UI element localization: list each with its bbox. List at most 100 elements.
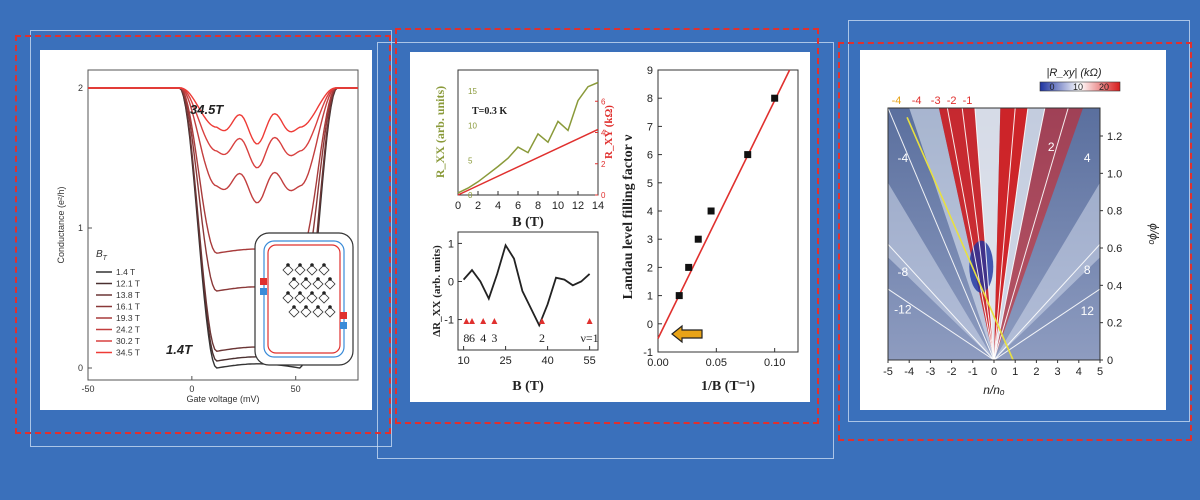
frame-left: [30, 30, 392, 447]
filling-label: 8: [463, 331, 469, 345]
panel-hofstadter: |R_xy| (kΩ) 0 10 20 -4 -4 -3 -2 -1 -5 -4 -3 -2 -1 0…: [860, 50, 1166, 410]
x-tick-label: 0.10: [764, 357, 785, 369]
x-tick-label: -1: [968, 366, 978, 378]
conductance-series: [88, 87, 358, 169]
y-tick-label: 0: [647, 319, 653, 331]
legend-title: BT: [96, 249, 108, 262]
dotted-border-left: [15, 35, 391, 434]
filling-factor-axis-label: Landau level filling factor ν: [621, 134, 636, 299]
filling-label: 2: [539, 331, 545, 345]
right-chart-frame: [657, 69, 799, 353]
conductance-series: [88, 87, 358, 145]
top-filling-label: -4: [912, 95, 922, 107]
filling-label: 6: [469, 331, 475, 345]
y-tick-label: 3: [647, 234, 653, 246]
legend-entries: 1.4 T 12.1 T13.8 T 16.1 T19.3 T 24.2 T30.2 …: [96, 267, 140, 358]
frame-middle: [377, 42, 834, 459]
data-point: [744, 151, 752, 159]
x-tick-label: 10: [552, 200, 564, 212]
y-tick-label: 1: [448, 238, 454, 250]
x-tick-label: -4: [904, 366, 914, 378]
x-tick-label: 2: [1033, 366, 1039, 378]
filling-marker: [463, 318, 470, 324]
x-tick-label: -2: [947, 366, 957, 378]
y-tick-label: 1.2: [1107, 131, 1122, 143]
y-tick-label: -1: [444, 315, 454, 327]
legend-label: 16.1 T: [116, 302, 140, 312]
heatmap-ticks: -5 -4 -3 -2 -1 0 1 2 3 4 500.20.40.60.81.01.2: [883, 131, 1122, 378]
rxy-axis-label: R_XY (kΩ): [603, 105, 615, 159]
inverse-b-axis-label: 1/B (T⁻¹): [701, 379, 755, 394]
y-left-tick-label: 10: [468, 122, 477, 131]
panel-conductance: Conductance (e²/h) Gate voltage (mV) -50…: [40, 50, 372, 410]
x-tick-label: 50: [291, 384, 301, 394]
top-x-axis-label: B (T): [512, 215, 544, 230]
data-point: [694, 235, 702, 243]
y-right-tick-label: 6: [601, 97, 606, 106]
legend-label: 13.8 T: [116, 290, 140, 300]
delta-rxx-axis-label: ΔR_XX (arb. units): [431, 245, 443, 337]
rxy-line: [457, 128, 599, 196]
x-tick-label: 14: [592, 200, 604, 212]
legend-label: 1.4 T: [116, 267, 135, 277]
legend-label: 19.3 T: [116, 313, 140, 323]
rxx-line: [457, 81, 599, 194]
filling-line-label: 12: [1081, 304, 1095, 318]
filling-marker: [586, 318, 593, 324]
x-tick-label: 55: [583, 355, 595, 367]
x-tick-label: 0: [455, 200, 461, 212]
colorbar-label: |R_xy| (kΩ): [1046, 67, 1101, 79]
y-tick-label: -1: [643, 347, 653, 359]
x-tick-label: 10: [457, 355, 469, 367]
heatmap-inside-labels: -4 2 4 -8 -12 8 12: [894, 140, 1094, 318]
legend-label: 30.2 T: [116, 336, 140, 346]
conductance-chart: Conductance (e²/h) Gate voltage (mV) -50…: [56, 69, 359, 404]
top-filling-labels: -4 -4 -3 -2 -1: [892, 95, 973, 107]
colorbar-tick-label: 10: [1073, 82, 1083, 92]
y-left-tick-label: 5: [468, 156, 473, 165]
y-tick-label: 7: [647, 121, 653, 133]
data-point: [685, 263, 693, 271]
filling-line-label: 8: [1084, 263, 1091, 277]
dotted-border-middle: [395, 28, 819, 424]
panel-quantum-hall: 0 2 4 6 8 10 12 14 0 5 10 15 0 2 4 6 T=0.3 K R_XX (arb.…: [410, 52, 810, 402]
x-tick-label: -50: [81, 384, 94, 394]
annotation-34-5t: 34.5T: [190, 102, 224, 117]
plot-frame: [87, 69, 359, 381]
bottom-chart-frame: [457, 231, 599, 351]
y-tick-label: 8: [647, 93, 653, 105]
axis-ticks: -50 0 50 0 1 2: [78, 83, 301, 394]
legend-label: 24.2 T: [116, 325, 140, 335]
y-tick-label: 2: [647, 262, 653, 274]
x-tick-label: 4: [495, 200, 501, 212]
legend: BT 1.4 T 12.1 T13.8 T 16.1 T19.3 T 24.2 T30…: [96, 249, 140, 358]
x-tick-label: 2: [475, 200, 481, 212]
y-right-tick-label: 2: [601, 160, 606, 169]
y-right-tick-label: 0: [601, 191, 606, 200]
x-tick-label: -3: [926, 366, 936, 378]
filling-line-label: 4: [1084, 151, 1091, 165]
y-axis-label: ϕ/ϕₒ: [1147, 223, 1161, 245]
y-tick-label: 1.0: [1107, 168, 1122, 180]
arrow-icon: [671, 324, 703, 344]
legend-label: 12.1 T: [116, 279, 140, 289]
filling-line-label: -12: [894, 302, 912, 316]
x-axis-label: Gate voltage (mV): [186, 394, 259, 404]
y-left-tick-label: 15: [468, 87, 477, 96]
y-tick-label: 6: [647, 150, 653, 162]
y-tick-label: 4: [647, 206, 653, 218]
frame-right: [848, 20, 1190, 422]
bottom-x-axis-label: B (T): [512, 379, 544, 394]
top-chart-frame: [457, 69, 599, 196]
y-left-tick-label: 0: [468, 191, 473, 200]
x-tick-label: 40: [541, 355, 553, 367]
legend-label: 34.5 T: [116, 348, 140, 358]
filling-label: ν=1: [580, 331, 598, 345]
lattice-icon: [282, 263, 336, 318]
top-chart-annotation: T=0.3 K: [472, 106, 507, 117]
filling-label: 3: [491, 331, 497, 345]
x-axis-label: n/nₒ: [983, 383, 1005, 397]
colorbar-ticks: 0 10 20: [1049, 82, 1109, 92]
y-tick-label: 0: [1107, 355, 1113, 367]
